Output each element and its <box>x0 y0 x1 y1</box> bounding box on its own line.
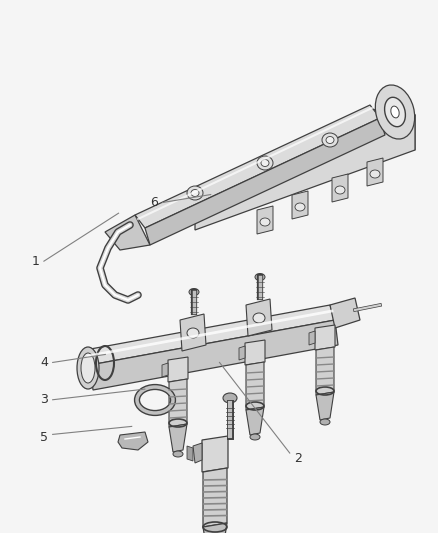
Polygon shape <box>366 158 382 186</box>
Polygon shape <box>244 340 265 365</box>
Ellipse shape <box>223 393 237 403</box>
Polygon shape <box>256 206 272 234</box>
Ellipse shape <box>187 328 198 338</box>
Ellipse shape <box>256 156 272 170</box>
Ellipse shape <box>334 186 344 194</box>
Ellipse shape <box>254 273 265 280</box>
Polygon shape <box>85 305 334 365</box>
Ellipse shape <box>384 98 404 127</box>
Polygon shape <box>202 468 226 527</box>
Text: 5: 5 <box>40 431 48 443</box>
Polygon shape <box>135 105 379 228</box>
Ellipse shape <box>173 451 183 457</box>
Polygon shape <box>202 523 226 533</box>
Polygon shape <box>245 362 263 410</box>
Ellipse shape <box>249 434 259 440</box>
Polygon shape <box>331 174 347 202</box>
Text: 4: 4 <box>40 356 48 369</box>
Ellipse shape <box>81 353 95 383</box>
Polygon shape <box>238 346 244 360</box>
Ellipse shape <box>77 347 99 389</box>
Polygon shape <box>291 191 307 219</box>
Polygon shape <box>329 298 359 328</box>
Polygon shape <box>394 100 414 150</box>
Ellipse shape <box>321 133 337 147</box>
Polygon shape <box>201 436 227 472</box>
Ellipse shape <box>369 170 379 178</box>
Polygon shape <box>315 392 333 420</box>
Polygon shape <box>245 407 263 435</box>
Ellipse shape <box>261 159 268 166</box>
Text: 2: 2 <box>294 452 302 465</box>
Ellipse shape <box>191 190 198 197</box>
Ellipse shape <box>189 288 198 295</box>
Polygon shape <box>169 379 187 427</box>
Text: 6: 6 <box>149 196 157 209</box>
Polygon shape <box>314 325 334 350</box>
Polygon shape <box>180 314 205 351</box>
Ellipse shape <box>319 419 329 425</box>
Ellipse shape <box>294 203 304 211</box>
Polygon shape <box>187 446 193 461</box>
Polygon shape <box>168 357 187 382</box>
Text: 1: 1 <box>31 255 39 268</box>
Polygon shape <box>194 100 414 210</box>
Ellipse shape <box>259 218 269 226</box>
Polygon shape <box>194 115 414 230</box>
Polygon shape <box>315 347 333 395</box>
Polygon shape <box>245 299 272 336</box>
Ellipse shape <box>390 106 398 118</box>
Ellipse shape <box>187 186 202 200</box>
Polygon shape <box>105 215 150 250</box>
Polygon shape <box>118 432 148 450</box>
Polygon shape <box>308 331 314 345</box>
Ellipse shape <box>325 136 333 143</box>
Polygon shape <box>162 363 168 377</box>
Ellipse shape <box>374 85 414 139</box>
Polygon shape <box>169 424 187 452</box>
Polygon shape <box>193 443 201 463</box>
Ellipse shape <box>252 313 265 323</box>
Text: 3: 3 <box>40 393 48 406</box>
Polygon shape <box>145 118 384 245</box>
Polygon shape <box>90 320 337 390</box>
